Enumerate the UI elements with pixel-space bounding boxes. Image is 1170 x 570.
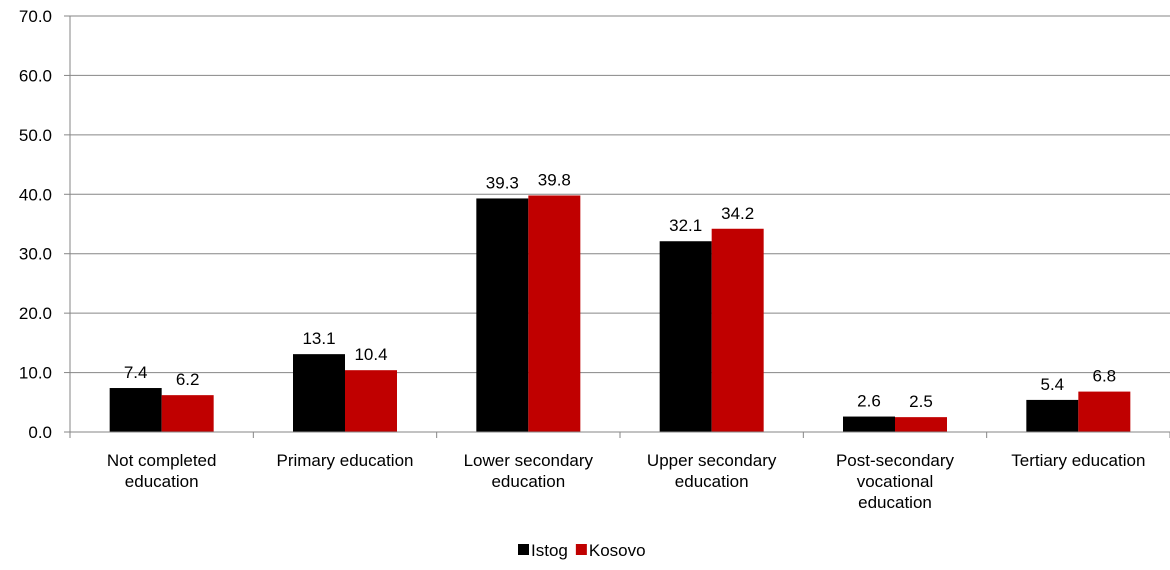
bar-istog [293,354,345,432]
data-label: 39.8 [538,170,571,189]
bars [109,195,1131,432]
y-tick-label: 50.0 [19,126,52,145]
bar-kosovo [895,417,947,432]
data-label: 13.1 [302,329,335,348]
x-category-label: vocational [857,472,934,491]
bar-istog [476,198,529,432]
data-label: 39.3 [486,173,519,192]
legend: Istog Kosovo [518,541,646,560]
legend-swatch-kosovo [575,544,587,555]
bar-kosovo [345,370,397,432]
x-category-label: education [858,493,932,512]
x-category-label: education [491,472,565,491]
data-label: 34.2 [721,204,754,223]
bar-kosovo [711,228,764,432]
gridlines [70,15,1170,374]
bar-istog [843,416,895,432]
data-label: 2.5 [909,392,933,411]
data-label: 5.4 [1041,375,1065,394]
bar-istog [659,241,712,432]
data-label: 2.6 [857,392,881,411]
data-label: 7.4 [124,363,148,382]
bar-kosovo [1078,391,1131,432]
x-category-label: Post-secondary [836,451,955,470]
bar-kosovo [528,195,581,432]
y-tick-label: 60.0 [19,66,52,85]
y-tick-label: 40.0 [19,185,52,204]
y-tick-label: 10.0 [19,364,52,383]
x-category-label: education [125,472,199,491]
legend-label: Kosovo [589,541,646,560]
legend-label: Istog [531,541,568,560]
x-category-label: Primary education [276,451,413,470]
y-axis-tick-labels: 0.0 10.0 20.0 30.0 40.0 50.0 60.0 70.0 [19,7,52,442]
x-category-label: Tertiary education [1011,451,1145,470]
data-label: 10.4 [354,345,387,364]
x-category-label: Lower secondary [464,451,594,470]
y-tick-label: 30.0 [19,245,52,264]
data-label: 6.2 [176,370,200,389]
y-tick-label: 0.0 [28,423,52,442]
bar-istog [109,388,162,432]
data-label: 6.8 [1093,367,1117,386]
x-axis-category-labels: Not completed education Primary education L… [107,451,1146,512]
bar-kosovo [161,395,214,432]
legend-swatch-istog [518,544,529,555]
axes [64,15,1170,438]
x-category-label: Upper secondary [647,451,777,470]
data-label: 32.1 [669,216,702,235]
y-tick-label: 20.0 [19,304,52,323]
bar-istog [1026,399,1079,432]
y-tick-label: 70.0 [19,7,52,26]
x-category-label: Not completed [107,451,217,470]
x-category-label: education [675,472,749,491]
data-labels: 7.4 6.2 13.1 10.4 39.3 39.8 32.1 34.2 2.6 2.5 5.4 6… [124,170,1116,411]
